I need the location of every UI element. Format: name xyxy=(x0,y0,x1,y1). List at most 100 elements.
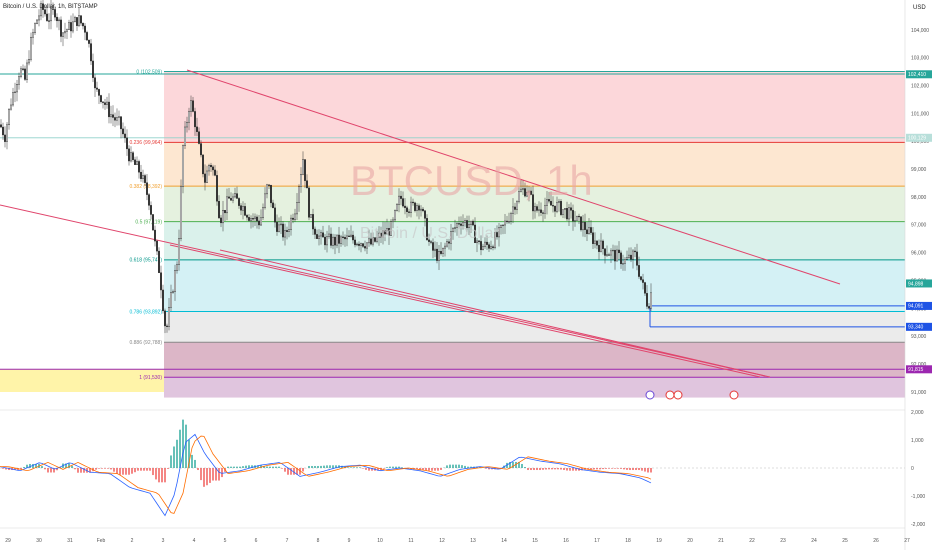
candle-body xyxy=(564,208,567,210)
x-tick-label: 12 xyxy=(439,538,445,544)
candle-body xyxy=(73,17,76,23)
candle-body xyxy=(520,188,523,192)
macd-histogram-bar xyxy=(548,468,550,470)
candle-body xyxy=(276,221,279,232)
candle-body xyxy=(390,221,393,236)
macd-histogram-bar xyxy=(206,468,208,486)
macd-histogram-bar xyxy=(83,468,85,473)
candle-body xyxy=(588,227,591,235)
candle-body xyxy=(314,228,317,235)
candle-body xyxy=(568,207,571,220)
candle-body xyxy=(622,263,625,265)
candle-body xyxy=(97,89,100,96)
macd-histogram-bar xyxy=(65,463,67,468)
candle-body xyxy=(414,202,417,211)
candle-body xyxy=(199,143,202,156)
candle-body xyxy=(32,32,35,38)
candle-body xyxy=(646,293,649,307)
candle-body xyxy=(93,77,96,89)
macd-histogram-bar xyxy=(350,467,352,468)
candle-body xyxy=(554,205,557,212)
candle-body xyxy=(286,230,289,232)
candle-body xyxy=(107,101,110,118)
macd-histogram-bar xyxy=(587,468,589,470)
candle-body xyxy=(550,200,553,206)
candle-body xyxy=(34,23,37,33)
candle-body xyxy=(484,241,487,247)
macd-histogram-bar xyxy=(461,465,463,468)
macd-histogram-bar xyxy=(302,468,304,472)
candle-body xyxy=(245,215,248,218)
candle-body xyxy=(13,91,16,93)
candle-body xyxy=(352,234,355,241)
macd-histogram-bar xyxy=(563,468,565,471)
trend-lines[interactable] xyxy=(0,69,841,378)
macd-histogram-bar xyxy=(392,466,394,468)
macd-histogram-bar xyxy=(179,429,181,468)
fib-zone-0.382 xyxy=(164,186,905,222)
candle-body xyxy=(490,246,493,249)
candle-body xyxy=(302,159,305,175)
macd-histogram-bar xyxy=(569,468,571,471)
price-label-box xyxy=(906,70,932,79)
candle-body xyxy=(272,202,275,209)
macd-histogram-bar xyxy=(47,468,49,473)
macd-histogram-bar xyxy=(188,439,190,468)
macd-histogram-bar xyxy=(95,468,97,470)
macd-histogram-bar xyxy=(311,465,313,468)
candle-body xyxy=(608,254,611,256)
candle-body xyxy=(424,210,427,219)
candle-body xyxy=(266,184,269,195)
candle-body xyxy=(342,236,345,238)
macd-histogram-bar xyxy=(29,463,31,468)
candle-body xyxy=(229,198,232,201)
candle-body xyxy=(219,217,222,224)
candle-body xyxy=(38,15,41,21)
candle-body xyxy=(638,265,641,277)
y-tick-label: 98,000 xyxy=(911,195,927,201)
x-tick-label: 17 xyxy=(594,538,600,544)
candle-body xyxy=(56,16,59,22)
macd-histogram-bar xyxy=(518,461,520,468)
macd-histogram-bar xyxy=(245,465,247,468)
candle-body xyxy=(300,174,303,187)
candle-body xyxy=(71,21,74,32)
candle-body xyxy=(149,205,152,215)
price-label-text: 93,340 xyxy=(908,325,924,331)
macd-histogram-bar xyxy=(629,468,631,471)
candle-body xyxy=(344,237,347,240)
candle-body xyxy=(402,198,405,207)
fib-label-0.5: 0.5 (97,119) xyxy=(135,219,162,225)
candle-body xyxy=(9,104,12,110)
candle-body xyxy=(304,159,307,181)
x-tick-label: 23 xyxy=(780,538,786,544)
candle-body xyxy=(79,15,82,24)
macd-histogram-bar xyxy=(590,468,592,470)
candle-body xyxy=(60,19,63,37)
fibonacci-retracement[interactable]: 0 (102,509) 0.236 (99,964) 0.382 (98,392) 0… xyxy=(0,69,905,398)
candle-body xyxy=(514,206,517,210)
candle-body xyxy=(620,252,623,265)
candle-body xyxy=(648,306,651,309)
x-tick-label: 22 xyxy=(749,538,755,544)
candle-body xyxy=(171,291,174,293)
macd-histogram-bar xyxy=(356,467,358,468)
macd-histogram-bar xyxy=(143,468,145,471)
macd-histogram-bar xyxy=(527,468,529,471)
candle-body xyxy=(612,249,615,252)
candle-body xyxy=(388,228,391,236)
macd-tick-label: -2,000 xyxy=(911,522,925,528)
macd-histogram-bar xyxy=(20,468,22,470)
macd-histogram-bar xyxy=(182,419,184,468)
candle-body xyxy=(251,218,254,220)
fib-label-0.886: 0.886 (92,788) xyxy=(129,340,162,346)
candle-body xyxy=(262,207,265,219)
candle-body xyxy=(528,190,531,193)
watermark-symbol: BTCUSD, 1h xyxy=(350,157,593,204)
macd-histogram-bar xyxy=(611,468,613,469)
y-tick-label: 92,000 xyxy=(911,362,927,368)
macd-histogram-bar xyxy=(101,468,103,469)
macd-histogram-bar xyxy=(434,468,436,471)
x-tick-label: 26 xyxy=(873,538,879,544)
